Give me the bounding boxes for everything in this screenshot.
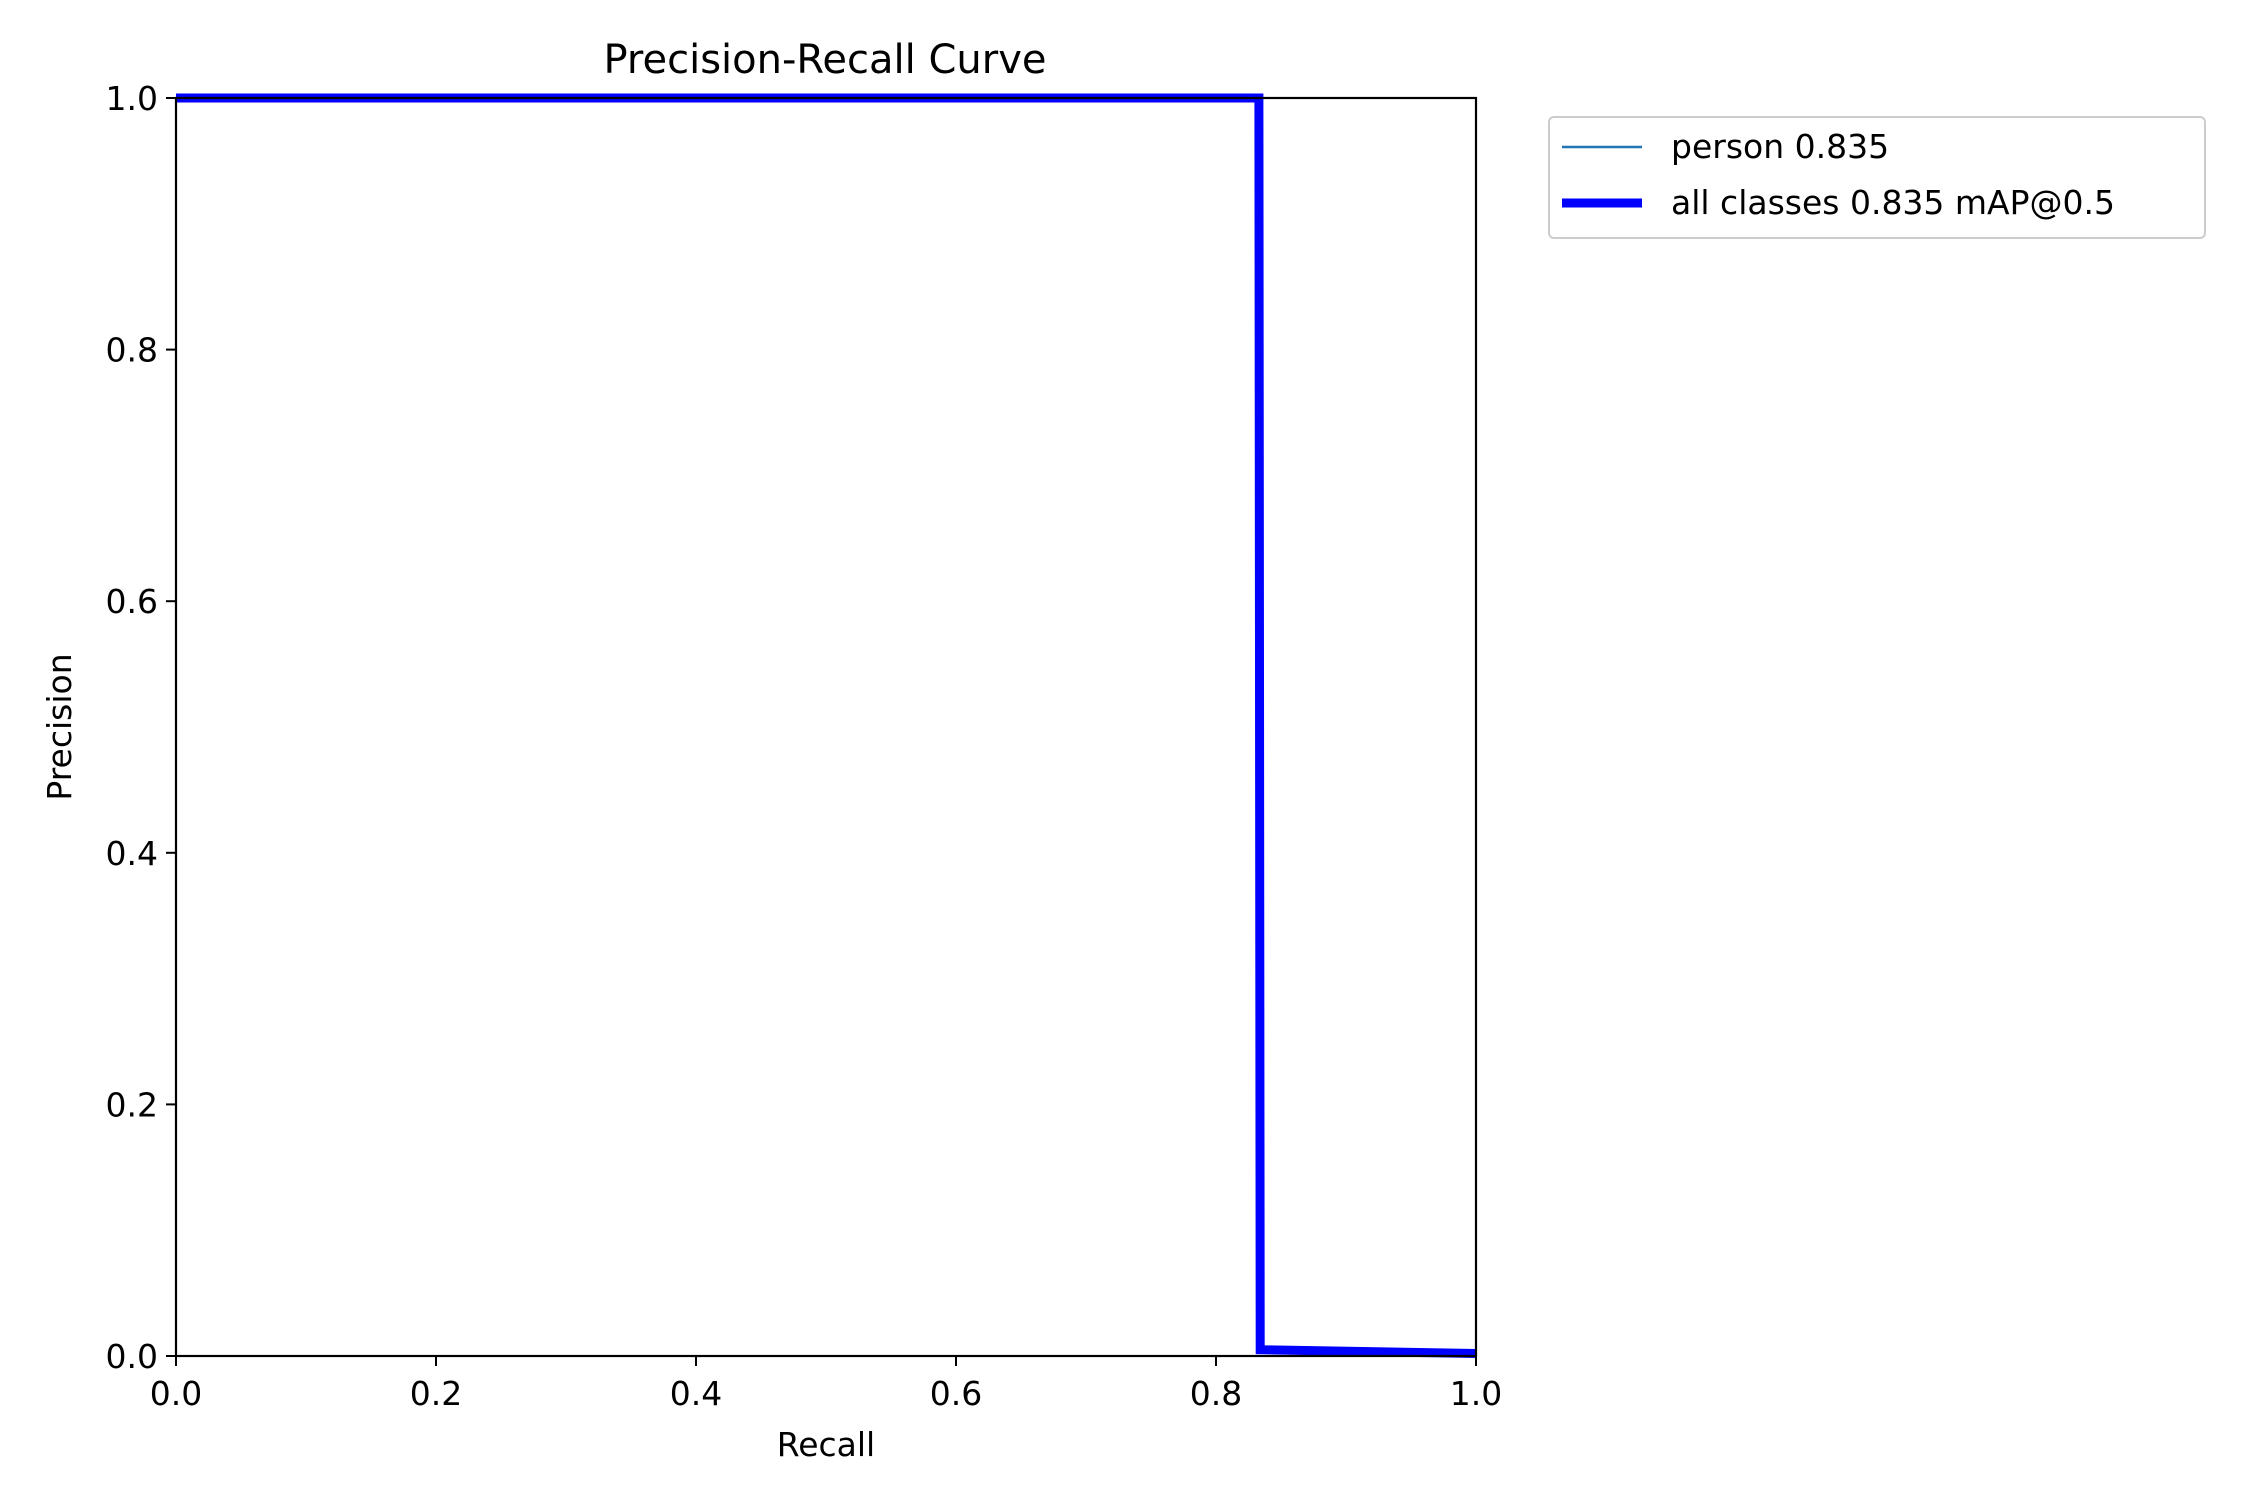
legend-label-all-classes: all classes 0.835 mAP@0.5 — [1671, 183, 2115, 222]
chart-title: Precision-Recall Curve — [604, 37, 1047, 83]
x-tick-label: 0.0 — [150, 1374, 202, 1413]
legend-box — [1548, 116, 2206, 239]
y-tick-label: 0.0 — [106, 1337, 158, 1376]
x-axis-label: Recall — [777, 1425, 875, 1464]
legend: person 0.835 all classes 0.835 mAP@0.5 — [1548, 116, 2206, 239]
x-tick-label: 0.4 — [670, 1374, 722, 1413]
x-axis: 0.0 0.2 0.4 0.6 0.8 1.0 — [150, 1356, 1502, 1413]
y-tick-label: 1.0 — [106, 79, 158, 118]
y-tick-label: 0.4 — [106, 834, 158, 873]
x-tick-label: 1.0 — [1450, 1374, 1502, 1413]
y-tick-label: 0.6 — [106, 582, 158, 621]
y-tick-label: 0.8 — [106, 331, 158, 370]
x-tick-label: 0.8 — [1190, 1374, 1242, 1413]
y-axis-label: Precision — [40, 653, 79, 800]
legend-label-person: person 0.835 — [1671, 127, 1889, 166]
y-tick-label: 0.2 — [106, 1085, 158, 1124]
plot-area — [174, 93, 1478, 1358]
x-tick-label: 0.2 — [410, 1374, 462, 1413]
plot-frame — [174, 96, 1478, 1358]
y-axis: 0.0 0.2 0.4 0.6 0.8 1.0 — [106, 79, 176, 1376]
x-tick-label: 0.6 — [930, 1374, 982, 1413]
